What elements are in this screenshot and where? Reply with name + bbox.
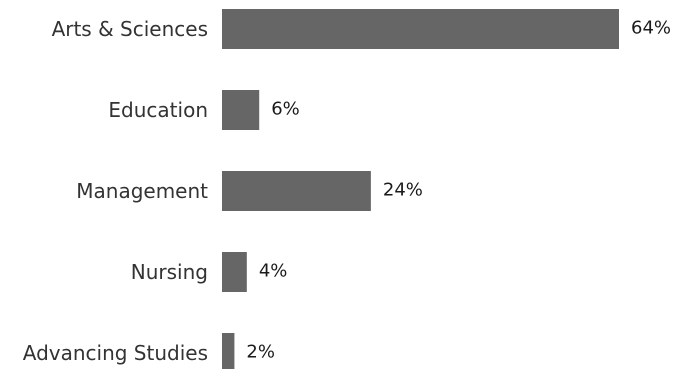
value-label-education: 6% — [271, 99, 300, 120]
category-label-advancing-studies: Advancing Studies — [23, 341, 208, 365]
category-labels: Arts & Sciences Education Management Nursin… — [23, 17, 208, 365]
value-labels: 64% 6% 24% 4% 2% — [246, 18, 671, 363]
bar-education — [222, 90, 260, 130]
bar-advancing-studies — [222, 333, 235, 369]
category-label-arts-and-sciences: Arts & Sciences — [52, 17, 208, 41]
value-label-nursing: 4% — [259, 261, 288, 282]
bar-nursing — [222, 252, 247, 292]
value-label-advancing-studies: 2% — [246, 342, 275, 363]
category-label-management: Management — [76, 179, 208, 203]
category-label-nursing: Nursing — [131, 260, 208, 284]
category-label-education: Education — [108, 98, 208, 122]
value-label-arts-and-sciences: 64% — [631, 18, 671, 39]
value-label-management: 24% — [383, 180, 423, 201]
bar-arts-and-sciences — [222, 9, 619, 49]
bar-management — [222, 171, 371, 211]
bars-layer — [222, 9, 619, 369]
